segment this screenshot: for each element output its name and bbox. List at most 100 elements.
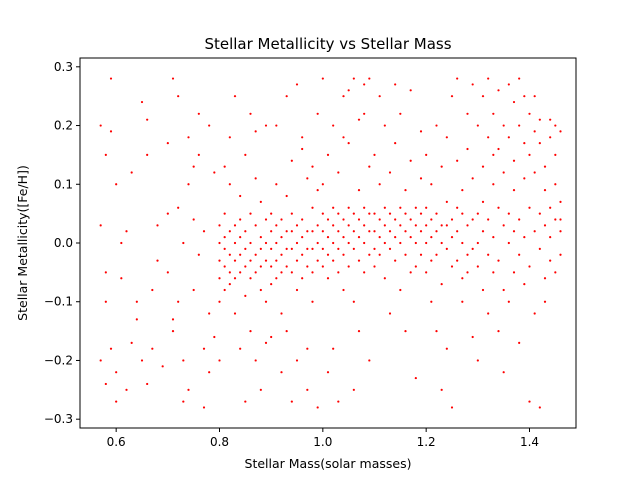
scatter-point	[507, 136, 510, 139]
scatter-point	[419, 130, 423, 133]
scatter-point	[285, 330, 288, 333]
scatter-point	[332, 206, 335, 209]
scatter-point	[518, 124, 521, 127]
x-tick-label: 0.8	[210, 435, 229, 449]
scatter-point	[373, 230, 376, 233]
scatter-point	[104, 300, 107, 303]
scatter-point	[430, 183, 433, 186]
scatter-point	[518, 341, 521, 344]
scatter-point	[115, 371, 118, 374]
scatter-point	[177, 95, 180, 98]
scatter-point	[445, 200, 448, 203]
scatter-point	[337, 400, 340, 403]
scatter-point	[430, 218, 433, 221]
scatter-point	[554, 183, 557, 186]
scatter-point	[357, 218, 361, 221]
scatter-point	[295, 359, 299, 362]
scatter-point	[140, 359, 144, 362]
scatter-point	[321, 212, 324, 215]
scatter-point	[357, 330, 361, 333]
scatter-point	[528, 206, 531, 209]
scatter-point	[264, 300, 268, 303]
scatter-point	[554, 153, 557, 156]
scatter-point	[409, 271, 412, 274]
scatter-point	[554, 218, 557, 221]
scatter-point	[363, 83, 366, 86]
y-tick-label: −0.3	[44, 412, 73, 426]
scatter-point	[233, 224, 237, 227]
scatter-point	[301, 218, 304, 221]
scatter-point	[388, 247, 392, 250]
scatter-point	[275, 241, 278, 245]
scatter-point	[316, 406, 319, 409]
scatter-point	[270, 247, 273, 250]
scatter-point	[192, 165, 195, 168]
scatter-point	[125, 230, 128, 233]
scatter-point	[321, 265, 324, 268]
scatter-point	[554, 124, 557, 127]
scatter-point	[249, 212, 252, 215]
scatter-point	[399, 206, 402, 209]
scatter-point	[223, 288, 226, 292]
scatter-point	[306, 230, 309, 233]
scatter-point	[347, 265, 350, 268]
scatter-point	[466, 253, 469, 256]
scatter-point	[523, 283, 526, 286]
scatter-point	[326, 153, 330, 156]
scatter-point	[538, 118, 541, 121]
scatter-point	[492, 271, 495, 274]
scatter-point	[549, 118, 552, 121]
scatter-point	[285, 194, 288, 198]
scatter-point	[363, 206, 366, 209]
scatter-point	[125, 388, 128, 391]
scatter-point	[228, 183, 231, 186]
scatter-point	[419, 212, 423, 215]
scatter-point	[445, 347, 448, 350]
scatter-point	[239, 271, 242, 274]
scatter-point	[213, 171, 216, 174]
scatter-point	[373, 247, 376, 250]
scatter-point	[363, 241, 366, 245]
scatter-point	[394, 83, 397, 86]
scatter-point	[332, 259, 335, 262]
scatter-point	[347, 89, 350, 92]
scatter-point	[466, 147, 469, 151]
scatter-point	[435, 330, 438, 333]
scatter-point	[507, 212, 510, 215]
scatter-point	[249, 259, 252, 262]
scatter-point	[228, 283, 231, 286]
scatter-point	[404, 189, 407, 192]
scatter-point	[538, 406, 541, 409]
scatter-point	[259, 265, 262, 268]
scatter-point	[559, 230, 562, 233]
scatter-point	[332, 124, 335, 127]
scatter-point	[388, 230, 392, 233]
scatter-point	[130, 171, 133, 174]
scatter-point	[254, 271, 257, 274]
scatter-point	[445, 136, 448, 139]
scatter-point	[197, 253, 200, 256]
scatter-point	[218, 224, 221, 227]
scatter-point	[543, 300, 547, 303]
scatter-point	[507, 83, 510, 86]
scatter-point	[177, 206, 180, 209]
scatter-point	[347, 224, 350, 227]
scatter-point	[275, 183, 278, 186]
scatter-point	[487, 136, 490, 139]
scatter-point	[326, 277, 330, 280]
scatter-point	[456, 259, 459, 262]
scatter-point	[368, 212, 371, 215]
scatter-point	[275, 259, 278, 262]
x-tick-label: 1.4	[520, 435, 539, 449]
scatter-point	[450, 406, 454, 409]
scatter-point	[461, 241, 464, 245]
scatter-point	[290, 271, 293, 274]
scatter-point	[373, 265, 376, 268]
scatter-point	[337, 212, 340, 215]
scatter-point	[425, 153, 428, 156]
scatter-point	[233, 259, 237, 262]
y-axis-label: Stellar Metallicity([Fe/H])	[15, 165, 30, 321]
scatter-point	[466, 224, 469, 227]
scatter-point	[440, 388, 443, 391]
